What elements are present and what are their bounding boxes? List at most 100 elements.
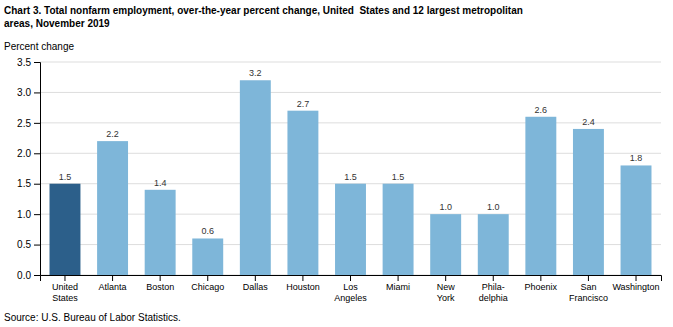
grid-line: [40, 92, 661, 93]
data-label: 2.2: [106, 129, 119, 139]
x-tick-mark: [398, 275, 399, 281]
bar: [287, 111, 318, 275]
x-tick: Atlanta: [99, 275, 127, 292]
x-tick-label: Washington: [612, 282, 659, 292]
x-tick-label-line: San: [580, 282, 596, 292]
data-label: 2.4: [582, 117, 595, 127]
x-tick-mark: [207, 275, 208, 281]
y-tick-label: 3.0: [17, 87, 31, 98]
y-axis-title: Percent change: [4, 41, 74, 52]
y-tick-label: 1.0: [17, 209, 31, 220]
data-label: 1.5: [59, 172, 72, 182]
x-tick-label-line: New: [437, 282, 456, 292]
y-tick-label: 0.0: [17, 270, 31, 281]
x-tick-mark: [636, 275, 637, 281]
y-tick: 3.0: [17, 87, 40, 98]
y-axis: 0.0 0.5 1.0 1.5 2.0 2.5 3.0 3.5: [17, 57, 40, 281]
data-label: 0.6: [201, 226, 214, 236]
x-tick: NewYork: [437, 275, 456, 303]
x-tick-label-line: Phila-: [482, 282, 505, 292]
x-tick-label-line: Houston: [286, 282, 320, 292]
x-tick-label: Chicago: [191, 282, 224, 292]
x-tick-label-line: Phoenix: [525, 282, 558, 292]
x-tick-mark: [493, 275, 494, 281]
x-axis: UnitedStates Atlanta Boston Chicago Dallas Ho…: [41, 275, 662, 303]
bar: [335, 184, 366, 275]
x-tick-label: SanFrancisco: [569, 282, 608, 302]
y-tick-label: 2.5: [17, 118, 31, 129]
y-tick-label: 3.5: [17, 57, 31, 68]
x-tick: Boston: [146, 275, 174, 292]
x-tick-label: Dallas: [243, 282, 269, 292]
data-label: 1.0: [487, 202, 500, 212]
grid-line: [40, 122, 661, 123]
x-tick-mark: [255, 275, 256, 281]
x-tick: LosAngeles: [334, 275, 367, 303]
y-tick-mark: [34, 245, 40, 246]
y-tick-label: 2.0: [17, 148, 31, 159]
y-tick-mark: [34, 153, 40, 154]
data-label: 1.4: [154, 178, 167, 188]
x-tick-label-line: United: [52, 282, 78, 292]
x-tick-label-line: Chicago: [191, 282, 224, 292]
bar: [383, 184, 414, 275]
chart: Chart 3. Total nonfarm employment, over-…: [0, 0, 673, 327]
data-label: 1.5: [392, 172, 405, 182]
x-tick: Washington: [612, 275, 659, 292]
x-tick-label-line: York: [437, 293, 455, 303]
x-axis-line: [41, 276, 662, 282]
data-label: 1.5: [344, 172, 357, 182]
y-tick: 2.0: [17, 148, 40, 159]
x-tick-label-line: Angeles: [334, 293, 367, 303]
bar: [97, 141, 128, 275]
y-tick-mark: [34, 92, 40, 93]
y-tick: 0.5: [17, 239, 40, 250]
y-tick-mark: [34, 62, 40, 63]
x-tick-label-line: Francisco: [569, 293, 608, 303]
x-tick-mark: [302, 275, 303, 281]
data-labels: 1.52.21.40.63.22.71.51.51.01.02.62.41.8: [59, 68, 643, 236]
x-tick-label: UnitedStates: [52, 282, 78, 302]
x-tick-label: Houston: [286, 282, 320, 292]
x-tick-mark: [445, 275, 446, 281]
y-tick: 3.5: [17, 57, 40, 68]
x-tick-label: Phoenix: [525, 282, 558, 292]
bar: [50, 184, 81, 275]
x-tick-label: Miami: [386, 282, 410, 292]
data-label: 1.0: [439, 202, 452, 212]
x-tick-label-line: Dallas: [243, 282, 269, 292]
x-tick-label-line: Atlanta: [99, 282, 127, 292]
y-tick-label: 1.5: [17, 178, 31, 189]
bar: [192, 238, 223, 275]
source-note: Source: U.S. Bureau of Labor Statistics.: [4, 312, 181, 323]
y-tick: 1.5: [17, 178, 40, 189]
x-tick: Phoenix: [525, 275, 558, 292]
x-tick: Phila-delphia: [479, 275, 508, 303]
grid-line: [40, 62, 661, 63]
x-tick-label-line: Los: [343, 282, 358, 292]
data-label: 2.7: [297, 99, 310, 109]
x-tick-label-line: delphia: [479, 293, 508, 303]
title: Chart 3. Total nonfarm employment, over-…: [4, 5, 523, 29]
y-axis-line: [34, 63, 41, 276]
x-tick-mark: [540, 275, 541, 281]
bar: [573, 129, 604, 275]
bar: [621, 165, 652, 275]
x-tick: SanFrancisco: [569, 275, 608, 303]
x-tick-label: Phila-delphia: [479, 282, 508, 302]
x-tick-mark: [160, 275, 161, 281]
y-tick-label: 0.5: [17, 239, 31, 250]
data-label: 3.2: [249, 68, 262, 78]
x-tick: Houston: [286, 275, 320, 292]
y-tick: 2.5: [17, 118, 40, 129]
grid: [40, 62, 661, 275]
x-tick-label: NewYork: [437, 282, 456, 302]
title-line: Chart 3. Total nonfarm employment, over-…: [4, 5, 523, 16]
x-tick-label-line: Washington: [612, 282, 659, 292]
bar: [240, 80, 271, 275]
x-tick-label-line: States: [52, 293, 78, 303]
bar: [525, 117, 556, 275]
data-label: 1.8: [630, 153, 643, 163]
plot: 0.0 0.5 1.0 1.5 2.0 2.5 3.0 3.5 UnitedStates Atla…: [17, 57, 661, 303]
x-tick-mark: [350, 275, 351, 281]
